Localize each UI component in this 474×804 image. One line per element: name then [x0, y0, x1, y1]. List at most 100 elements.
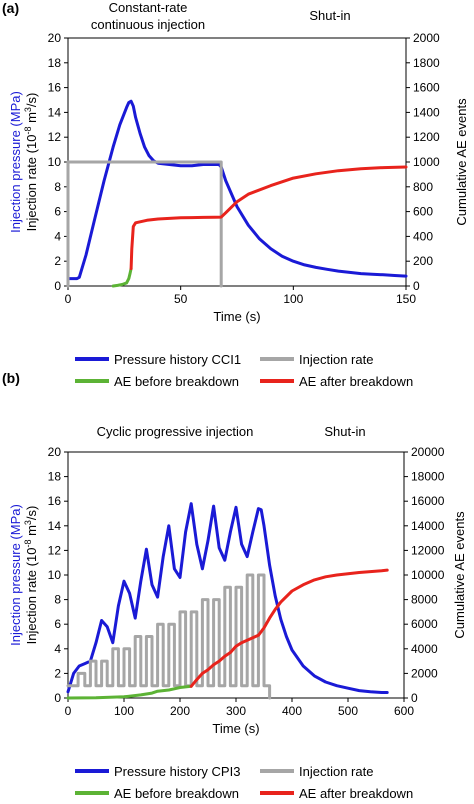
- y2-tick-label: 600: [413, 205, 433, 219]
- y2-tick-label: 200: [413, 254, 433, 268]
- y-tick-label: 20: [48, 31, 62, 45]
- y2-tick-label: 1600: [413, 81, 440, 95]
- legend-line-ae-after: [260, 379, 294, 383]
- x-axis-label: Time (s): [213, 309, 260, 324]
- panel-b-phase-left: Cyclic progressive injection: [96, 424, 254, 439]
- y2-tick-label: 1800: [413, 56, 440, 70]
- legend-line-injection-rate: [260, 357, 294, 361]
- x-axis-label: Time (s): [212, 721, 259, 736]
- x-tick-label: 0: [65, 292, 72, 306]
- y-tick-label: 4: [54, 642, 61, 656]
- y2-tick-label: 10000: [411, 568, 445, 582]
- panel-a-phase-right: Shut-in: [309, 8, 351, 23]
- y-tick-label: 18: [48, 56, 62, 70]
- x-tick-label: 150: [396, 292, 416, 306]
- y-axis-label-pressure: Injection pressure (MPa): [8, 91, 23, 233]
- chart-a: 0246810121416182002004006008001000120014…: [8, 31, 469, 324]
- y2-tick-label: 20000: [411, 445, 445, 459]
- y-tick-label: 18: [48, 470, 62, 484]
- legend-label-injection-rate: Injection rate: [299, 351, 374, 367]
- y-tick-label: 20: [48, 445, 62, 459]
- y-tick-label: 12: [48, 130, 62, 144]
- panel-b-label: (b): [2, 370, 20, 386]
- ae-before-series: [111, 267, 133, 288]
- legend-label-ae-after: AE after breakdown: [299, 785, 414, 801]
- y2-tick-label: 2000: [413, 31, 440, 45]
- y2-tick-label: 2000: [411, 666, 438, 680]
- y2-tick-label: 14000: [411, 519, 445, 533]
- legend-item-ae-before: AE before breakdown: [75, 374, 260, 389]
- pressure-series: [66, 502, 389, 694]
- x-tick-label: 400: [282, 704, 302, 718]
- legend-line-injection-rate: [260, 769, 294, 773]
- y2-tick-label: 1000: [413, 155, 440, 169]
- x-tick-label: 300: [226, 704, 246, 718]
- x-tick-label: 500: [338, 704, 358, 718]
- pressure-series: [66, 99, 408, 281]
- y-tick-label: 6: [54, 205, 61, 219]
- y2-tick-label: 12000: [411, 543, 445, 557]
- panel-a-phase-left: Constant-rate continuous injection: [68, 0, 228, 34]
- y2-tick-label: 400: [413, 229, 433, 243]
- y-axis-label-pressure: Injection pressure (MPa): [8, 504, 23, 646]
- y-axis-label-rate: Injection rate (10-8 m3/s): [23, 506, 39, 645]
- legend-item-ae-after: AE after breakdown: [260, 374, 413, 389]
- legend-label-ae-before: AE before breakdown: [114, 373, 240, 389]
- y2-tick-label: 1400: [413, 105, 440, 119]
- y-tick-label: 0: [54, 691, 61, 705]
- panel-a-phase-left-line2: continuous injection: [90, 16, 206, 32]
- x-tick-label: 600: [394, 704, 414, 718]
- y2-tick-label: 8000: [411, 593, 438, 607]
- x-tick-label: 100: [283, 292, 303, 306]
- legend-label-pressure: Pressure history CPI3: [114, 763, 241, 779]
- y-tick-label: 14: [48, 519, 62, 533]
- chart-b: 0246810121416182002000400060008000100001…: [8, 445, 467, 736]
- injection-rate-series: [66, 573, 272, 700]
- legend-line-ae-before: [75, 379, 109, 383]
- y-tick-label: 10: [48, 155, 62, 169]
- y2-tick-label: 1200: [413, 130, 440, 144]
- legend-item-ae-before: AE before breakdown: [75, 786, 260, 801]
- legend-item-injection-rate: Injection rate: [260, 352, 373, 367]
- y-tick-label: 2: [54, 666, 61, 680]
- y-tick-label: 14: [48, 105, 62, 119]
- y2-axis-label: Cumulative AE events: [452, 511, 467, 639]
- legend-item-ae-after: AE after breakdown: [260, 786, 413, 801]
- y-axis-label-rate: Injection rate (10-8 m3/s): [23, 93, 39, 232]
- legend-label-ae-after: AE after breakdown: [299, 373, 414, 389]
- y-tick-label: 12: [48, 543, 62, 557]
- ae-before-series: [66, 684, 193, 700]
- panel-a-legend: Pressure history CCI1 Injection rate AE …: [75, 348, 413, 392]
- x-tick-label: 100: [114, 704, 134, 718]
- panel-b-phase-right: Shut-in: [324, 424, 366, 439]
- y-tick-label: 4: [54, 229, 61, 243]
- legend-item-injection-rate: Injection rate: [260, 764, 373, 779]
- x-tick-label: 50: [174, 292, 188, 306]
- y2-axis-label: Cumulative AE events: [454, 98, 469, 226]
- panel-a-label: (a): [2, 0, 20, 16]
- legend-line-pressure: [75, 357, 109, 361]
- legend-label-ae-before: AE before breakdown: [114, 785, 240, 801]
- panel-b-legend: Pressure history CPI3 Injection rate AE …: [75, 760, 413, 804]
- x-tick-label: 0: [65, 704, 72, 718]
- y2-tick-label: 0: [413, 279, 420, 293]
- y-tick-label: 2: [54, 254, 61, 268]
- y2-tick-label: 16000: [411, 494, 445, 508]
- legend-row-1: Pressure history CCI1 Injection rate: [75, 348, 413, 370]
- y-tick-label: 8: [54, 180, 61, 194]
- y-tick-label: 0: [54, 279, 61, 293]
- y2-tick-label: 0: [411, 691, 418, 705]
- legend-item-pressure: Pressure history CCI1: [75, 352, 260, 367]
- y2-tick-label: 6000: [411, 617, 438, 631]
- legend-label-injection-rate: Injection rate: [299, 763, 374, 779]
- panel-a-phase-left-line1: Constant-rate: [108, 0, 188, 15]
- legend-label-pressure: Pressure history CCI1: [114, 351, 242, 367]
- ae-after-series: [189, 568, 389, 688]
- legend-row-2: AE before breakdown AE after breakdown: [75, 782, 413, 804]
- y-tick-label: 8: [54, 593, 61, 607]
- legend-row-2: AE before breakdown AE after breakdown: [75, 370, 413, 392]
- y-tick-label: 16: [48, 81, 62, 95]
- y2-tick-label: 18000: [411, 470, 445, 484]
- legend-line-ae-before: [75, 791, 109, 795]
- legend-item-pressure: Pressure history CPI3: [75, 764, 260, 779]
